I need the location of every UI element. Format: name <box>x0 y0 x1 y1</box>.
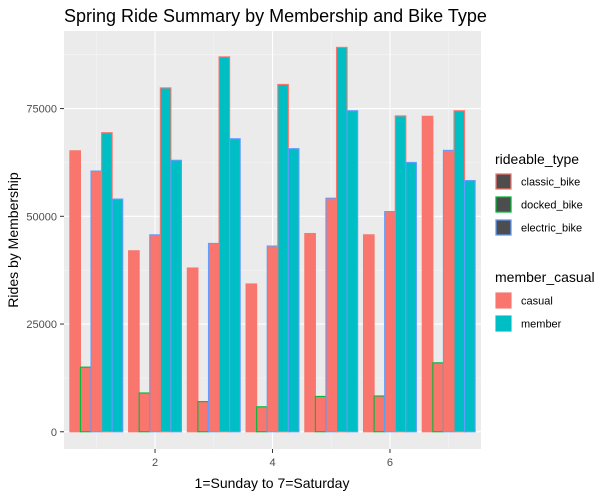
bar-casual-electric-bike-day-7 <box>442 149 455 433</box>
bar-casual-docked-bike-day-7 <box>432 362 444 433</box>
bar-casual-docked-bike-day-2 <box>138 392 151 433</box>
bar-casual-docked-bike-day-3 <box>197 401 210 433</box>
legend-label-docked-bike: docked_bike <box>521 200 583 212</box>
y-tick-label: 0 <box>51 427 57 439</box>
y-axis-title: Rides by Membership <box>5 172 21 308</box>
bar-casual-electric-bike-day-3 <box>207 242 220 433</box>
y-tick-label: 25000 <box>26 319 57 331</box>
bar-member-classic-bike-day-3 <box>218 56 231 433</box>
bar-member-electric-bike-day-5 <box>346 110 359 433</box>
bar-casual-classic-bike-day-3 <box>186 267 199 433</box>
x-tick-label: 6 <box>387 457 393 469</box>
bar-member-electric-bike-day-6 <box>405 161 417 433</box>
legend-label-classic-bike: classic_bike <box>521 177 580 189</box>
bar-member-classic-bike-day-1 <box>101 132 113 433</box>
legend-label-casual: casual <box>521 296 553 308</box>
bar-casual-electric-bike-day-1 <box>90 170 103 433</box>
bar-member-classic-bike-day-6 <box>394 115 407 433</box>
x-axis: 2 4 6 <box>152 449 393 469</box>
bar-casual-electric-bike-day-4 <box>266 245 279 433</box>
bar-member-classic-bike-day-2 <box>159 87 172 433</box>
bar-member-electric-bike-day-7 <box>464 179 476 433</box>
bar-casual-electric-bike-day-2 <box>149 234 161 433</box>
bars <box>69 46 476 433</box>
bar-member-classic-bike-day-4 <box>277 83 289 433</box>
legend-label-electric-bike: electric_bike <box>521 223 582 235</box>
y-tick-label: 50000 <box>26 211 57 223</box>
bar-member-classic-bike-day-7 <box>453 110 466 433</box>
bar-member-electric-bike-day-1 <box>111 198 124 433</box>
legend-key-classic-bike <box>495 173 512 190</box>
bar-casual-electric-bike-day-6 <box>384 211 396 433</box>
bar-casual-classic-bike-day-1 <box>69 150 81 433</box>
legend-member-casual: member_casual casual member <box>495 269 595 332</box>
bar-casual-classic-bike-day-5 <box>304 232 316 433</box>
legend-key-casual <box>495 292 512 309</box>
y-tick-label: 75000 <box>26 104 57 116</box>
x-tick-label: 2 <box>152 457 158 469</box>
bar-casual-classic-bike-day-4 <box>245 283 258 433</box>
bar-member-electric-bike-day-4 <box>287 148 300 433</box>
bar-casual-docked-bike-day-6 <box>373 395 386 433</box>
bar-casual-docked-bike-day-4 <box>256 406 268 433</box>
y-axis: 0 25000 50000 75000 <box>26 104 64 439</box>
bar-member-electric-bike-day-3 <box>229 138 241 433</box>
bar-member-electric-bike-day-2 <box>170 159 183 433</box>
legend-label-member: member <box>521 319 562 331</box>
bar-casual-classic-bike-day-2 <box>128 250 140 433</box>
x-axis-title: 1=Sunday to 7=Saturday <box>195 475 350 491</box>
legend-rideable-type: rideable_type classic_bike docked_bikeele… <box>495 151 583 236</box>
bar-casual-classic-bike-day-7 <box>421 115 434 433</box>
x-tick-label: 4 <box>269 457 275 469</box>
bar-casual-classic-bike-day-6 <box>362 234 375 433</box>
legend-title-member-casual: member_casual <box>495 269 595 285</box>
bar-casual-docked-bike-day-5 <box>314 395 327 433</box>
chart-title: Spring Ride Summary by Membership and Bi… <box>64 6 487 26</box>
legend-key-member <box>495 315 512 332</box>
legend-key-docked-bike <box>495 196 512 213</box>
legend-title-rideable-type: rideable_type <box>495 151 579 167</box>
legend-key-electric-bike <box>495 219 512 236</box>
bar-casual-docked-bike-day-1 <box>79 366 92 433</box>
bar-casual-electric-bike-day-5 <box>325 197 338 433</box>
bar-member-classic-bike-day-5 <box>335 46 348 433</box>
